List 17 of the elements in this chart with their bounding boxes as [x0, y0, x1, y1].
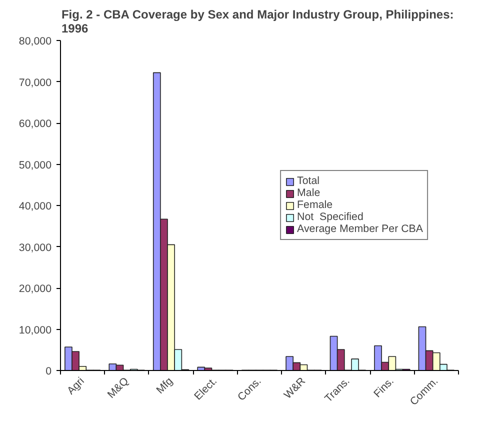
y-tick-label: 30,000 — [18, 242, 52, 254]
y-tick-label: 50,000 — [18, 159, 52, 172]
y-tick-label: 70,000 — [18, 76, 52, 89]
y-tick-label: 40,000 — [18, 200, 52, 212]
y-tick-label: 80,000 — [18, 36, 52, 48]
legend-label: Not Specified — [297, 211, 364, 223]
legend-label: Average Member Per CBA — [297, 223, 423, 235]
y-tick-label: 0 — [46, 366, 52, 378]
legend-label: Female — [297, 199, 333, 211]
y-tick-label: 60,000 — [18, 118, 52, 130]
y-tick-label: 20,000 — [18, 283, 52, 295]
legend-label: Total — [297, 175, 320, 187]
legend-label: Male — [297, 187, 320, 199]
x-tick-label: Fins. — [372, 375, 396, 400]
y-tick-label: 10,000 — [18, 324, 52, 336]
x-tick-label: Mfg — [154, 375, 176, 396]
chart-title: Fig. 2 - CBA Coverage by Sex and Major Industry Group, Philippines: 1996 — [61, 8, 454, 36]
